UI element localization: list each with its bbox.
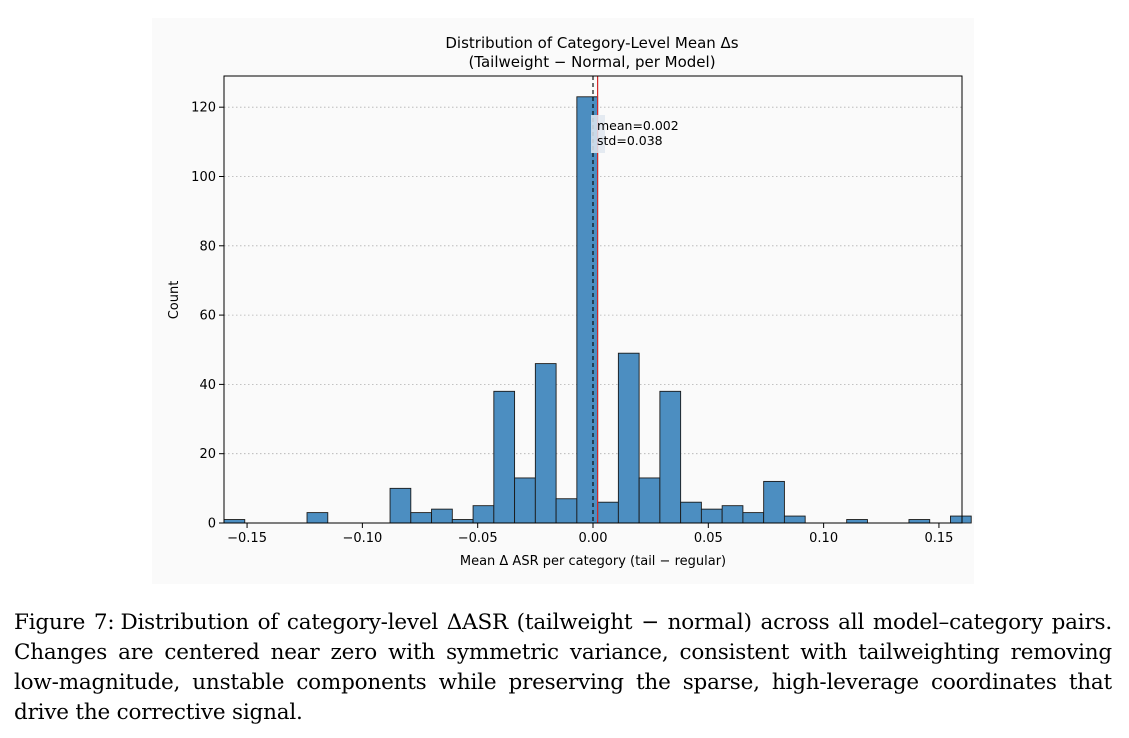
x-tick-label: −0.10	[342, 531, 382, 546]
x-axis-ticks: −0.15 −0.10 −0.05 0.00 0.05 0.10 0.15	[227, 523, 953, 546]
x-tick-label: 0.00	[579, 531, 608, 546]
histogram-bar	[534, 363, 557, 524]
y-axis-label: Count	[167, 281, 182, 320]
histogram-bar	[223, 519, 246, 524]
histogram-bar	[576, 96, 599, 524]
histogram-bar	[680, 501, 702, 524]
histogram-bar	[597, 501, 619, 524]
histogram-bar	[306, 512, 329, 524]
histogram-bar	[659, 390, 682, 524]
histogram-bar	[451, 519, 474, 524]
histogram-bar	[763, 480, 785, 524]
histogram-bar	[514, 477, 536, 524]
histogram-chart: Distribution of Category-Level Mean Δs (…	[167, 34, 972, 569]
histogram-bar	[742, 512, 765, 524]
y-tick-label: 0	[208, 517, 216, 532]
histogram-bar	[389, 487, 412, 524]
y-tick-label: 100	[191, 170, 216, 185]
histogram-bar	[783, 515, 806, 524]
histogram-bar	[721, 505, 744, 524]
y-tick-label: 40	[199, 378, 216, 393]
figure-caption: Figure 7: Distribution of category-level …	[14, 608, 1112, 728]
annotation-std: std=0.038	[597, 133, 663, 148]
y-tick-label: 120	[191, 101, 216, 116]
histogram-bar	[410, 512, 433, 524]
histogram-bar	[472, 505, 495, 524]
y-tick-label: 20	[199, 447, 216, 462]
chart-subtitle: (Tailweight − Normal, per Model)	[468, 53, 715, 71]
histogram-bar	[555, 498, 578, 524]
histogram-bar	[638, 477, 661, 524]
x-tick-label: 0.10	[809, 531, 838, 546]
x-tick-label: −0.15	[227, 531, 267, 546]
y-axis-ticks: 0 20 40 60 80 100 120	[191, 101, 224, 532]
histogram-bar	[846, 519, 868, 524]
histogram-bars	[223, 96, 972, 524]
x-axis-label: Mean Δ ASR per category (tail − regular)	[460, 554, 726, 569]
caption-label: Figure 7:	[14, 610, 115, 635]
figure-panel: Distribution of Category-Level Mean Δs (…	[152, 18, 974, 584]
y-tick-label: 60	[199, 309, 216, 324]
x-tick-label: −0.05	[458, 531, 498, 546]
histogram-bar	[431, 508, 453, 524]
annotation-mean: mean=0.002	[597, 118, 679, 133]
annotation-box	[591, 115, 605, 153]
histogram-bar	[908, 519, 931, 524]
histogram-bar	[493, 390, 516, 524]
y-tick-label: 80	[199, 239, 216, 254]
stats-annotation: mean=0.002 std=0.038	[591, 115, 679, 153]
histogram-bar	[950, 515, 972, 524]
histogram-bar	[617, 352, 640, 524]
x-tick-label: 0.05	[694, 531, 723, 546]
caption-text: Distribution of category-level ΔASR (tai…	[14, 610, 1112, 725]
x-tick-label: 0.15	[924, 531, 953, 546]
histogram-bar	[700, 508, 723, 524]
chart-title: Distribution of Category-Level Mean Δs	[445, 34, 738, 52]
